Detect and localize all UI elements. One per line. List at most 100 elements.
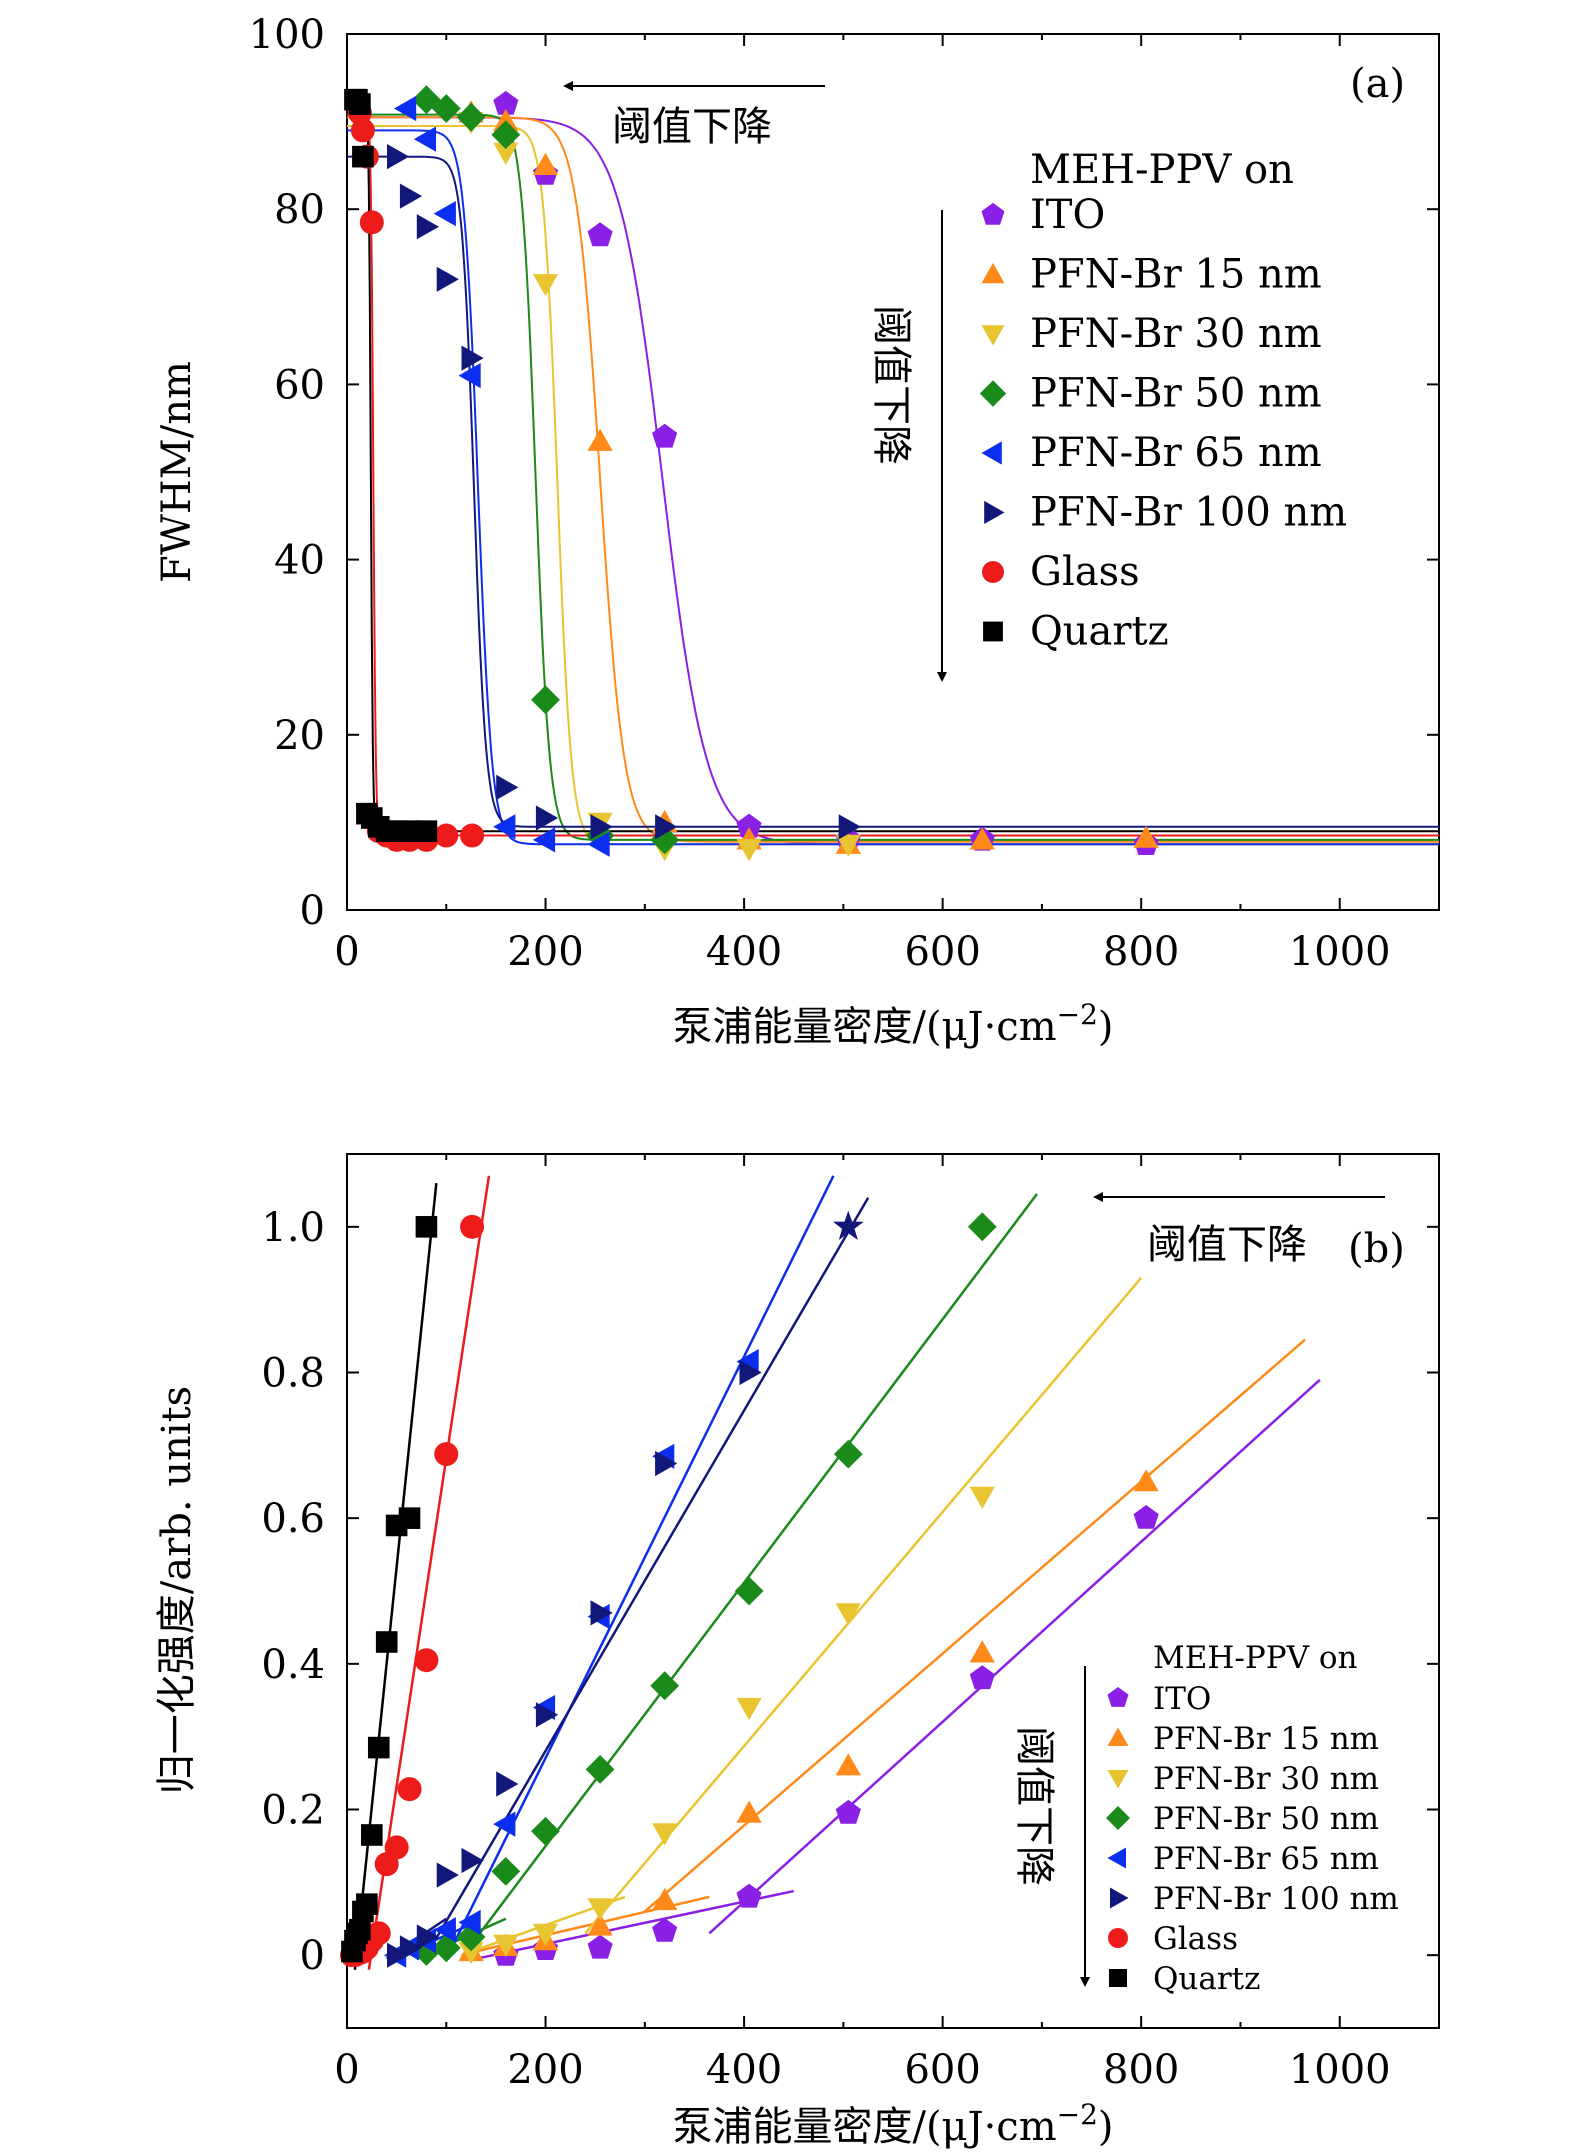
fit-curve <box>347 155 1439 828</box>
legend-label: PFN-Br 15 nm <box>1030 252 1322 298</box>
y-tick-label: 40 <box>274 538 325 584</box>
y-tick-label: 20 <box>274 713 325 759</box>
panel-label-b: (b) <box>1348 1226 1405 1272</box>
data-point <box>835 1753 861 1776</box>
legend-label: PFN-Br 65 nm <box>1030 430 1322 476</box>
data-point <box>415 820 438 842</box>
legend-label: Quartz <box>1153 1961 1260 1997</box>
legend-marker <box>981 441 1002 465</box>
data-point <box>587 1898 613 1921</box>
legend-marker <box>981 202 1005 225</box>
data-point <box>434 823 459 848</box>
y-axis-label-b: 归一化强度/arb. units <box>154 1386 200 1794</box>
threshold-label-horizontal-a: 阈值下降 <box>612 104 772 150</box>
data-point <box>493 1811 516 1837</box>
data-points-b <box>339 1210 1159 1968</box>
data-point <box>736 1697 762 1721</box>
legend-marker <box>981 325 1005 346</box>
data-point <box>366 1921 391 1946</box>
fit-curve <box>347 98 1439 833</box>
legend-label: PFN-Br 50 nm <box>1153 1801 1379 1837</box>
data-point <box>969 1665 995 1690</box>
data-point <box>413 126 436 152</box>
x-axis-label-a: 泵浦能量密度/(μJ·cm−2) <box>672 998 1113 1050</box>
y-tick-label: 0 <box>300 888 325 934</box>
legend-marker <box>982 561 1004 583</box>
data-point <box>1133 1469 1159 1492</box>
data-point <box>736 1800 762 1823</box>
legend-label: PFN-Br 100 nm <box>1030 490 1347 536</box>
data-point <box>461 345 484 371</box>
data-point <box>650 1671 680 1701</box>
data-point <box>399 1935 423 1961</box>
data-point <box>655 1450 678 1477</box>
data-point <box>433 1917 456 1943</box>
y-axis-label-a: FWHM/nm <box>154 361 200 583</box>
data-point <box>532 274 559 297</box>
x-tick-label: 200 <box>507 2047 583 2093</box>
data-point <box>833 1439 863 1469</box>
data-point <box>835 1799 861 1824</box>
data-point <box>736 1883 762 1908</box>
data-point <box>349 1918 371 1941</box>
threshold-label-vertical-b: 阈值下降 <box>1011 1726 1057 1886</box>
fit-curve <box>347 125 1439 846</box>
data-point <box>398 1507 421 1529</box>
plot-frame-a <box>346 33 1440 911</box>
data-point <box>356 1893 378 1915</box>
legend-marker <box>1107 1687 1129 1707</box>
x-tick-label: 200 <box>507 929 583 975</box>
x-tick-label: 0 <box>334 929 359 975</box>
data-point <box>387 144 410 170</box>
legend-label: ITO <box>1153 1681 1211 1717</box>
fit-curve <box>347 113 1439 841</box>
data-point <box>736 813 762 838</box>
data-point <box>535 1702 559 1728</box>
data-point <box>739 1359 762 1386</box>
y-tick-label: 1.0 <box>261 1205 325 1251</box>
legend-a: ITO PFN-Br 15 nm PFN-Br 30 nm PFN-Br 50 nm P… <box>979 192 1347 655</box>
axis-ticks-a: 0 200 400 600 800 1000 0 20 40 60 80 100 <box>249 12 1439 975</box>
x-tick-label: 800 <box>1103 2047 1179 2093</box>
x-axis-label-b: 泵浦能量密度/(μJ·cm−2) <box>672 2098 1113 2150</box>
data-point <box>532 827 556 853</box>
legend-label: PFN-Br 100 nm <box>1153 1881 1399 1917</box>
data-point <box>535 805 559 831</box>
legend-marker <box>1109 1969 1127 1987</box>
x-tick-label: 400 <box>706 929 782 975</box>
data-point <box>655 814 678 840</box>
legend-label: Glass <box>1153 1921 1238 1957</box>
legend-marker <box>1110 1887 1129 1909</box>
legend-marker <box>1106 1806 1130 1830</box>
data-point <box>587 831 610 857</box>
data-point <box>416 214 439 240</box>
data-point <box>532 1923 559 1946</box>
data-point <box>532 152 559 175</box>
data-point <box>491 1857 521 1886</box>
data-point <box>397 1777 422 1802</box>
data-point <box>431 1933 461 1963</box>
data-point <box>590 814 613 840</box>
x-tick-label: 800 <box>1103 929 1179 975</box>
y-tick-label: 0.8 <box>261 1351 325 1397</box>
axis-ticks-b: 0 200 400 600 800 1000 0 0.2 0.4 0.6 0.8 1.0 <box>261 1154 1439 2093</box>
fit-line <box>425 1197 870 1956</box>
legend-marker <box>984 500 1005 524</box>
data-point <box>434 1442 459 1467</box>
data-point <box>461 1847 484 1874</box>
data-point <box>590 1600 613 1626</box>
legend-label: Glass <box>1030 549 1140 595</box>
data-point <box>652 1887 678 1911</box>
legend-title-b: MEH-PPV on <box>1153 1640 1358 1676</box>
data-point <box>359 210 384 235</box>
fit-line <box>584 1277 1143 1935</box>
legend-marker <box>983 621 1003 642</box>
data-point <box>458 1941 484 1965</box>
legend-marker <box>1107 1847 1126 1869</box>
data-point <box>967 1212 997 1242</box>
data-point <box>1133 825 1159 848</box>
data-point <box>835 834 861 857</box>
data-point <box>587 1934 613 1959</box>
data-point <box>1133 1505 1159 1529</box>
legend-label: PFN-Br 30 nm <box>1153 1761 1379 1797</box>
